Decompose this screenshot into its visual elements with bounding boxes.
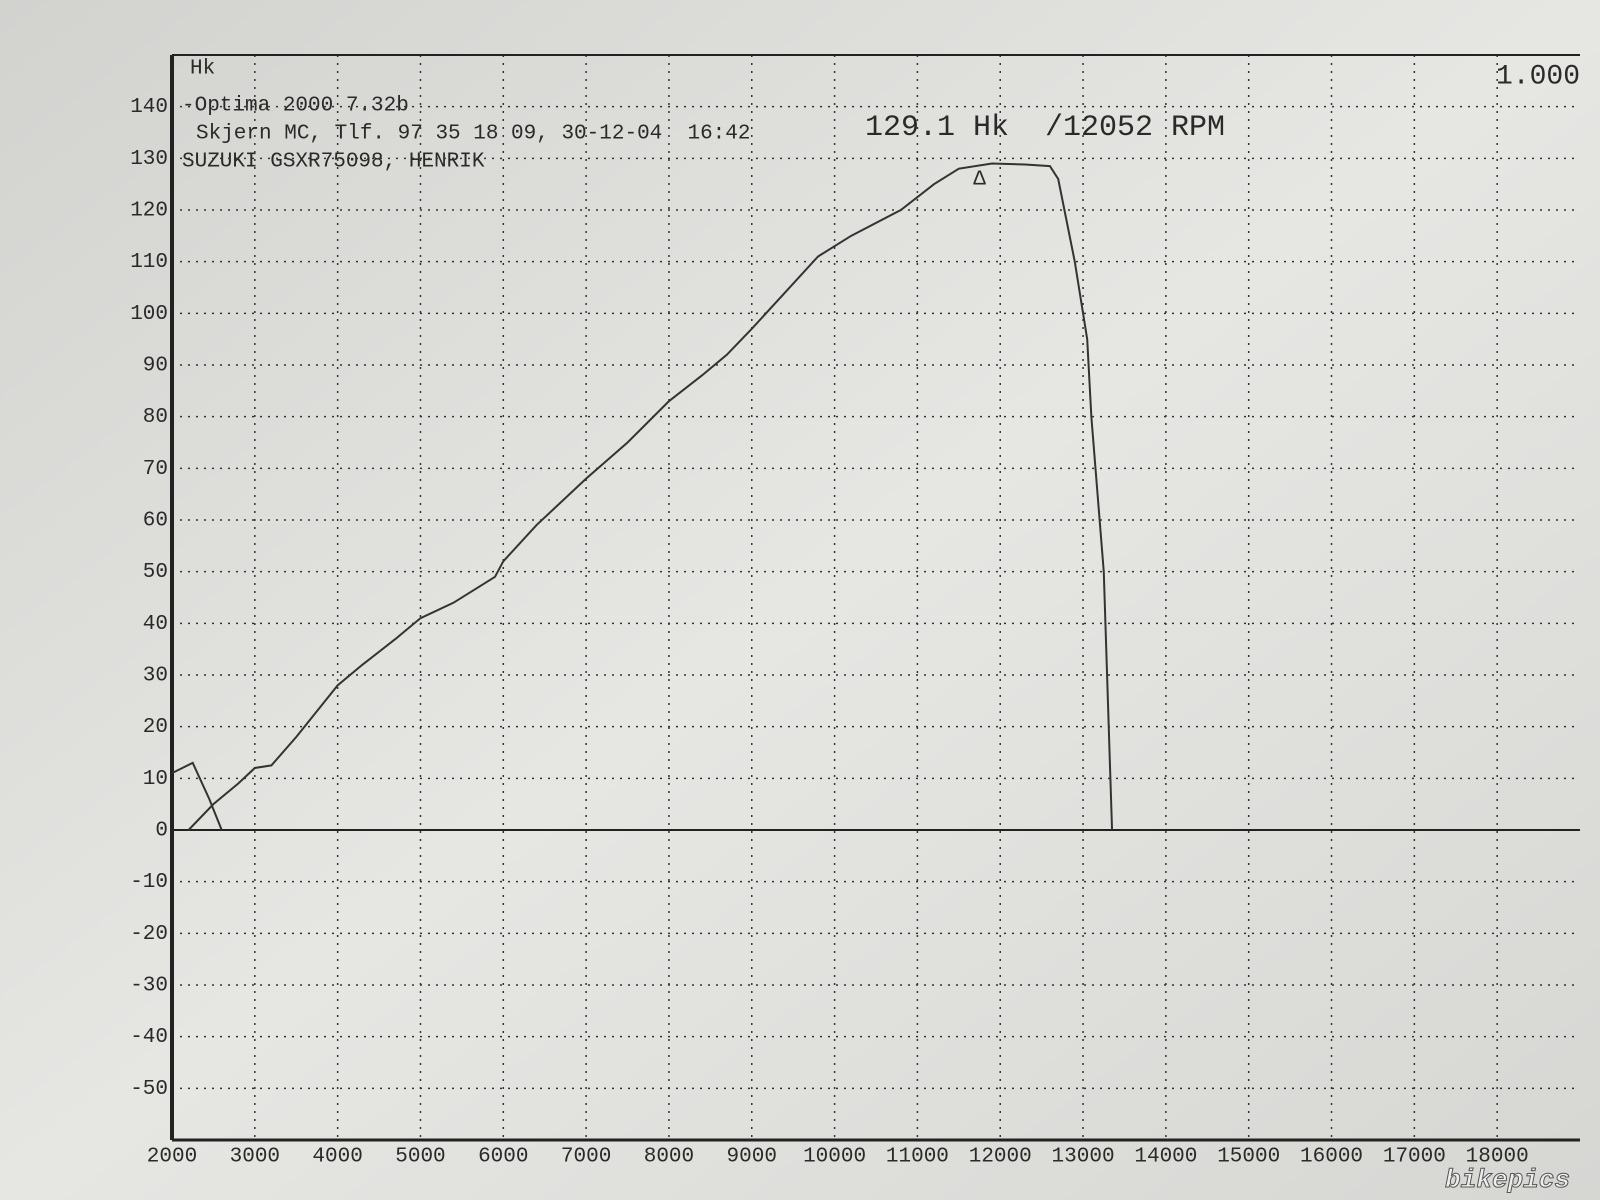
- y-tick-label: 100: [130, 303, 168, 326]
- x-tick-label: 11000: [886, 1146, 949, 1169]
- x-tick-label: 18000: [1466, 1146, 1529, 1169]
- header-line: SUZUKI GSXR75098, HENRIK: [182, 151, 485, 174]
- x-tick-label: 3000: [230, 1146, 280, 1169]
- y-tick-label: 30: [143, 665, 168, 688]
- scale-label: 1.000: [1496, 61, 1580, 92]
- x-tick-label: 8000: [644, 1146, 694, 1169]
- y-tick-label: -40: [130, 1026, 168, 1049]
- y-tick-label: 40: [143, 613, 168, 636]
- x-tick-label: 13000: [1052, 1146, 1115, 1169]
- y-tick-label: 140: [130, 96, 168, 119]
- y-tick-label: 60: [143, 510, 168, 533]
- x-tick-label: 15000: [1217, 1146, 1280, 1169]
- y-tick-label: -10: [130, 871, 168, 894]
- y-tick-label: 10: [143, 768, 168, 791]
- y-tick-label: 90: [143, 355, 168, 378]
- x-tick-label: 9000: [727, 1146, 777, 1169]
- x-tick-label: 10000: [803, 1146, 866, 1169]
- x-tick-label: 5000: [395, 1146, 445, 1169]
- y-tick-label: 120: [130, 200, 168, 223]
- x-tick-label: 17000: [1383, 1146, 1446, 1169]
- power-curve: [171, 162, 1114, 831]
- peak-marker: Δ: [973, 169, 986, 192]
- x-tick-label: 7000: [561, 1146, 611, 1169]
- peak-text: 129.1 Hk /12052 RPM: [865, 111, 1225, 145]
- header-line: Skjern MC, Tlf. 97 35 18 09, 30-12-04 16…: [196, 123, 751, 146]
- x-tick-label: 2000: [147, 1146, 197, 1169]
- y-tick-label: 110: [130, 251, 168, 274]
- y-tick-label: 130: [130, 148, 168, 171]
- y-tick-label: 20: [143, 716, 168, 739]
- y-axis-label: Hk: [190, 58, 215, 81]
- y-tick-label: 0: [155, 820, 168, 843]
- x-tick-label: 16000: [1300, 1146, 1363, 1169]
- y-tick-label: -20: [130, 923, 168, 946]
- header-line: -Optima 2000 7.32b: [182, 95, 409, 118]
- x-tick-label: 4000: [312, 1146, 362, 1169]
- y-tick-label: -50: [130, 1078, 168, 1101]
- y-tick-label: 50: [143, 561, 168, 584]
- x-tick-label: 6000: [478, 1146, 528, 1169]
- y-tick-label: 70: [143, 458, 168, 481]
- x-tick-label: 14000: [1134, 1146, 1197, 1169]
- y-tick-label: -30: [130, 975, 168, 998]
- x-tick-label: 12000: [969, 1146, 1032, 1169]
- y-tick-label: 80: [143, 406, 168, 429]
- watermark: bikepics: [1445, 1165, 1570, 1195]
